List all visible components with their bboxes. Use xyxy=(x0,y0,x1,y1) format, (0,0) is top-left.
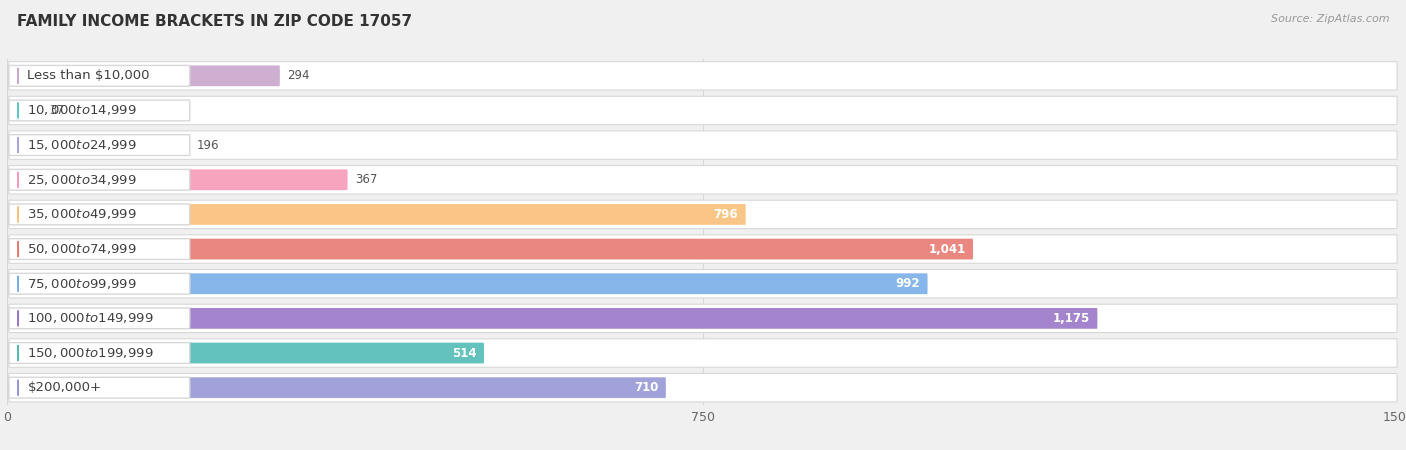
Text: $50,000 to $74,999: $50,000 to $74,999 xyxy=(28,242,138,256)
FancyBboxPatch shape xyxy=(8,377,190,398)
Text: Source: ZipAtlas.com: Source: ZipAtlas.com xyxy=(1271,14,1389,23)
Text: 992: 992 xyxy=(896,277,920,290)
FancyBboxPatch shape xyxy=(8,308,190,329)
Text: $25,000 to $34,999: $25,000 to $34,999 xyxy=(28,173,138,187)
Text: Less than $10,000: Less than $10,000 xyxy=(28,69,150,82)
Text: $75,000 to $99,999: $75,000 to $99,999 xyxy=(28,277,138,291)
Text: $100,000 to $149,999: $100,000 to $149,999 xyxy=(28,311,155,325)
FancyBboxPatch shape xyxy=(8,235,1398,263)
FancyBboxPatch shape xyxy=(8,96,1398,125)
FancyBboxPatch shape xyxy=(8,273,190,294)
Text: 710: 710 xyxy=(634,381,658,394)
Text: FAMILY INCOME BRACKETS IN ZIP CODE 17057: FAMILY INCOME BRACKETS IN ZIP CODE 17057 xyxy=(17,14,412,28)
Text: 1,175: 1,175 xyxy=(1053,312,1090,325)
Text: 514: 514 xyxy=(451,346,477,360)
FancyBboxPatch shape xyxy=(8,135,188,156)
Text: 796: 796 xyxy=(714,208,738,221)
Text: 196: 196 xyxy=(197,139,219,152)
FancyBboxPatch shape xyxy=(8,100,41,121)
FancyBboxPatch shape xyxy=(8,169,190,190)
FancyBboxPatch shape xyxy=(8,204,745,225)
FancyBboxPatch shape xyxy=(8,308,1098,329)
FancyBboxPatch shape xyxy=(8,131,1398,159)
Text: 37: 37 xyxy=(49,104,63,117)
FancyBboxPatch shape xyxy=(8,304,1398,333)
FancyBboxPatch shape xyxy=(8,65,280,86)
FancyBboxPatch shape xyxy=(8,238,190,260)
Text: 294: 294 xyxy=(287,69,309,82)
FancyBboxPatch shape xyxy=(8,62,1398,90)
FancyBboxPatch shape xyxy=(8,204,190,225)
FancyBboxPatch shape xyxy=(8,339,1398,367)
FancyBboxPatch shape xyxy=(8,342,190,364)
FancyBboxPatch shape xyxy=(8,273,928,294)
Text: $200,000+: $200,000+ xyxy=(28,381,101,394)
FancyBboxPatch shape xyxy=(8,135,190,156)
Text: 367: 367 xyxy=(354,173,377,186)
FancyBboxPatch shape xyxy=(8,200,1398,229)
Text: $10,000 to $14,999: $10,000 to $14,999 xyxy=(28,104,138,117)
Text: $35,000 to $49,999: $35,000 to $49,999 xyxy=(28,207,138,221)
FancyBboxPatch shape xyxy=(8,65,190,86)
FancyBboxPatch shape xyxy=(8,270,1398,298)
Text: $15,000 to $24,999: $15,000 to $24,999 xyxy=(28,138,138,152)
FancyBboxPatch shape xyxy=(8,238,973,260)
Text: $150,000 to $199,999: $150,000 to $199,999 xyxy=(28,346,155,360)
FancyBboxPatch shape xyxy=(8,169,347,190)
FancyBboxPatch shape xyxy=(8,374,1398,402)
Text: 1,041: 1,041 xyxy=(928,243,966,256)
FancyBboxPatch shape xyxy=(8,166,1398,194)
FancyBboxPatch shape xyxy=(8,342,484,364)
FancyBboxPatch shape xyxy=(8,100,190,121)
FancyBboxPatch shape xyxy=(8,377,666,398)
